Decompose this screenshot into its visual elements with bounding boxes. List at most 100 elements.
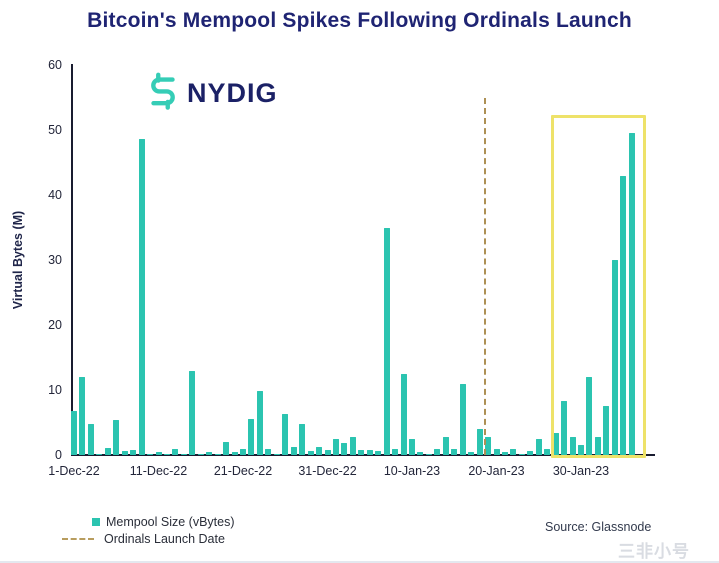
bar-5-Feb-23	[628, 133, 635, 455]
legend-label-mempool: Mempool Size (vBytes)	[106, 514, 235, 529]
bar-9-Dec-22	[138, 139, 145, 455]
x-tick-20-Jan-23: 20-Jan-23	[468, 464, 525, 478]
bar-8-Jan-23	[392, 448, 399, 455]
bar-22-Dec-22	[248, 419, 255, 455]
bar-24-Dec-22	[265, 448, 272, 455]
bar-15-Dec-22	[189, 370, 196, 455]
y-tick-60: 60	[48, 58, 62, 72]
x-tick-31-Dec-22: 31-Dec-22	[298, 464, 357, 478]
bar-14-Dec-22	[180, 453, 187, 455]
bar-10-Jan-23	[409, 438, 415, 455]
ordinals-launch-line	[483, 97, 486, 455]
bar-23-Jan-23	[518, 453, 525, 455]
bar-27-Dec-22	[290, 447, 297, 455]
bar-10-Dec-22	[147, 453, 154, 455]
bar-22-Jan-23	[510, 448, 517, 455]
bar-9-Jan-23	[400, 373, 407, 455]
bar-12-Dec-22	[163, 453, 170, 455]
bar-17-Dec-22	[206, 451, 213, 455]
bar-12-Jan-23	[425, 453, 432, 455]
bar-19-Jan-23	[485, 437, 492, 455]
bar-29-Jan-23	[569, 436, 576, 455]
bar-6-Jan-23	[375, 451, 382, 455]
bar-13-Dec-22	[172, 448, 179, 455]
bar-26-Jan-23	[544, 448, 551, 455]
bar-18-Jan-23	[476, 429, 483, 455]
bar-1-Feb-23	[594, 436, 601, 455]
x-tick-11-Dec-22: 11-Dec-22	[129, 464, 188, 478]
nydig-logo-icon	[145, 72, 181, 115]
bar-28-Dec-22	[299, 423, 306, 455]
y-tick-0: 0	[55, 448, 62, 462]
y-tick-50: 50	[48, 123, 62, 137]
bar-4-Dec-22	[96, 453, 103, 455]
x-tick-30-Jan-23: 30-Jan-23	[552, 464, 610, 478]
bar-13-Jan-23	[434, 449, 441, 455]
y-tick-20: 20	[48, 318, 62, 332]
legend-square-swatch	[92, 517, 100, 526]
bar-5-Dec-22	[104, 447, 111, 455]
y-tick-30: 30	[48, 253, 62, 267]
x-tick-10-Jan-23: 10-Jan-23	[383, 464, 441, 478]
bar-7-Jan-23	[383, 227, 390, 455]
bar-20-Dec-22	[231, 452, 238, 455]
chart-title: Bitcoin's Mempool Spikes Following Ordin…	[87, 9, 632, 32]
bar-25-Dec-22	[273, 453, 280, 455]
bar-26-Dec-22	[282, 414, 289, 455]
bar-2-Dec-22	[79, 377, 86, 455]
highlight-box	[551, 115, 647, 458]
legend-item-ordinals: Ordinals Launch Date	[62, 530, 235, 547]
bar-2-Jan-23	[341, 443, 348, 455]
bar-29-Dec-22	[307, 451, 314, 455]
bar-3-Dec-22	[87, 424, 94, 455]
nydig-logo: NYDIG	[145, 72, 278, 115]
bar-31-Dec-22	[324, 450, 331, 455]
bar-19-Dec-22	[223, 442, 230, 455]
bar-14-Jan-23	[442, 437, 449, 455]
bar-30-Jan-23	[578, 445, 584, 455]
bar-2-Feb-23	[603, 406, 610, 455]
bar-23-Dec-22	[256, 391, 263, 455]
x-tick-21-Dec-22: 21-Dec-22	[213, 464, 273, 478]
y-tick-40: 40	[48, 188, 62, 202]
x-tick-1-Dec-22: 1-Dec-22	[48, 464, 100, 478]
bar-20-Jan-23	[493, 449, 500, 455]
bar-11-Dec-22	[155, 452, 162, 455]
bar-4-Jan-23	[358, 449, 365, 455]
legend-item-mempool: Mempool Size (vBytes)	[62, 513, 235, 530]
source-attribution: Source: Glassnode	[545, 520, 652, 534]
bar-5-Jan-23	[366, 449, 373, 455]
bar-3-Feb-23	[611, 260, 618, 455]
legend-label-ordinals: Ordinals Launch Date	[104, 531, 225, 546]
bar-28-Jan-23	[561, 401, 568, 455]
bar-16-Jan-23	[459, 383, 466, 455]
y-tick-10: 10	[48, 383, 62, 397]
bar-15-Jan-23	[451, 448, 458, 455]
bar-16-Dec-22	[197, 453, 204, 455]
chart-legend: Mempool Size (vBytes) Ordinals Launch Da…	[62, 513, 235, 547]
nydig-logo-text: NYDIG	[187, 78, 278, 108]
bar-1-Jan-23	[332, 438, 339, 455]
bar-3-Jan-23	[349, 436, 356, 455]
bar-6-Dec-22	[113, 419, 120, 455]
watermark-text: 三非小号	[618, 542, 690, 561]
bar-30-Dec-22	[316, 447, 323, 455]
y-axis-title: Virtual Bytes (M)	[11, 210, 25, 310]
legend-dash-swatch	[62, 537, 94, 540]
bar-31-Jan-23	[586, 377, 593, 455]
bar-8-Dec-22	[130, 449, 137, 455]
bar-1-Dec-22	[71, 410, 77, 455]
x-axis-line	[71, 454, 655, 456]
bar-18-Dec-22	[214, 453, 221, 455]
bar-24-Jan-23	[527, 451, 534, 455]
y-axis-line	[71, 64, 73, 456]
bar-27-Jan-23	[552, 432, 559, 455]
bar-11-Jan-23	[417, 451, 424, 455]
bar-4-Feb-23	[620, 175, 627, 455]
bar-21-Jan-23	[501, 452, 508, 455]
bar-25-Jan-23	[535, 439, 542, 455]
bar-7-Dec-22	[121, 451, 128, 455]
bar-17-Jan-23	[468, 451, 475, 455]
bar-21-Dec-22	[240, 449, 246, 455]
